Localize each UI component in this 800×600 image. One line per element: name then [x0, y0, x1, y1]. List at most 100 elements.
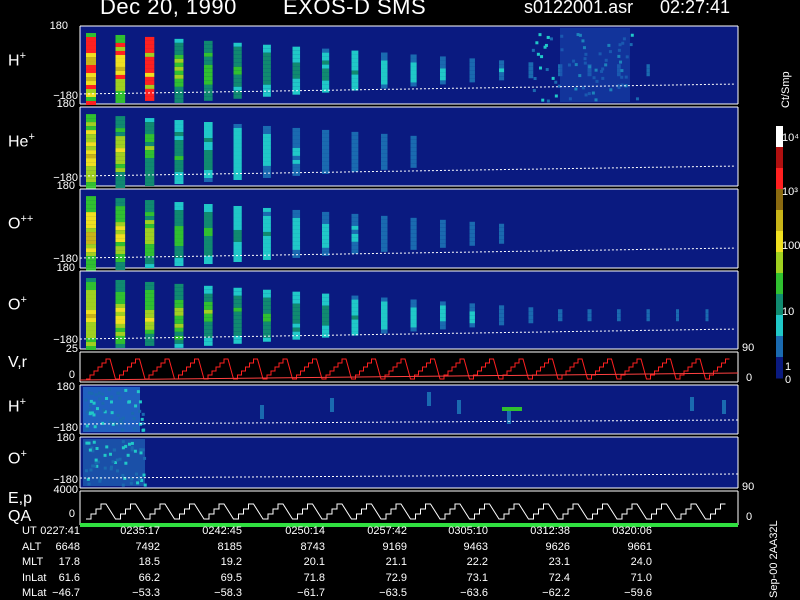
heatmap-cell: [233, 151, 242, 156]
heatmap-cell: [322, 231, 330, 236]
heatmap-cell: [204, 162, 213, 167]
heatmap-cell: [118, 396, 122, 400]
heatmap-cell: [676, 317, 679, 322]
heatmap-cell: [322, 157, 330, 162]
ephemeris-value: −61.7: [297, 587, 325, 599]
heatmap-cell: [410, 54, 417, 59]
heatmap-cell: [121, 440, 125, 444]
heatmap-cell: [292, 323, 301, 328]
heatmap-cell: [132, 417, 136, 421]
heatmap-cell: [587, 313, 592, 318]
heatmap-cell: [233, 221, 242, 226]
colorbar-segment: [776, 126, 783, 148]
ephemeris-label: ALT: [22, 541, 42, 553]
heatmap-cell: [381, 68, 388, 73]
heatmap-cell: [322, 48, 330, 53]
heatmap-cell: [233, 46, 242, 51]
heatmap-cell: [115, 124, 126, 129]
heatmap-cell: [630, 33, 634, 37]
heatmap-cell: [137, 477, 141, 481]
heatmap-cell: [263, 305, 271, 310]
mlat-trace: [79, 473, 739, 479]
heatmap-cell: [705, 313, 709, 318]
heatmap-cell: [292, 74, 301, 79]
heatmap-cell: [533, 76, 537, 80]
heatmap-cell: [351, 66, 359, 71]
heatmap-cell: [292, 147, 301, 152]
heatmap-cell: [351, 74, 359, 79]
colorbar-unit: Ct/Smp: [780, 71, 792, 108]
heatmap-cell: [145, 154, 155, 159]
heatmap-cell: [174, 70, 184, 75]
heatmap-cell: [381, 80, 388, 85]
heatmap-cell: [145, 146, 155, 151]
heatmap-cell: [469, 225, 475, 230]
heatmap-cell: [115, 210, 126, 215]
heatmap-cell: [86, 228, 96, 233]
heatmap-cell: [86, 310, 96, 315]
heatmap-cell: [174, 176, 184, 181]
ephemeris-label: InLat: [22, 572, 47, 584]
heatmap-cell: [86, 122, 96, 127]
heatmap-cell: [263, 129, 271, 134]
heatmap-cell: [116, 391, 120, 395]
heatmap-cell: [381, 317, 388, 322]
heatmap-cell: [233, 217, 242, 222]
ephemeris-value: 9626: [545, 541, 570, 553]
heatmap-cell: [233, 74, 242, 79]
heatmap-cell: [88, 412, 92, 416]
heatmap-cell: [410, 319, 417, 324]
heatmap-cell: [263, 301, 271, 306]
heatmap-cell: [292, 50, 301, 55]
heatmap-cell: [440, 321, 446, 326]
heatmap-cell: [351, 54, 359, 59]
heatmap-cell: [233, 237, 242, 242]
heatmap-cell: [440, 64, 446, 69]
heatmap-cell: [558, 317, 563, 322]
heatmap-cell: [322, 247, 330, 252]
ephemeris-value: 0250:14: [285, 525, 325, 537]
heatmap-cell: [410, 147, 417, 152]
heatmap-cell: [469, 315, 475, 320]
heatmap-cell: [233, 315, 242, 320]
heatmap-cell: [133, 427, 137, 431]
heatmap-cell: [174, 132, 184, 137]
heatmap-cell: [145, 88, 155, 93]
heatmap-cell: [440, 76, 446, 81]
ephemeris-value: −62.2: [542, 587, 570, 599]
heatmap-cell: [528, 74, 534, 79]
y-tick-min: −180: [53, 253, 78, 265]
heatmap-cell: [263, 211, 271, 216]
heatmap-cell: [204, 130, 213, 135]
heatmap-cell: [86, 216, 96, 221]
heatmap-cell: [263, 76, 271, 81]
heatmap-cell: [95, 407, 99, 411]
heatmap-cell: [351, 327, 359, 332]
heatmap-cell: [115, 42, 126, 47]
heatmap-cell: [469, 323, 475, 328]
heatmap-cell: [204, 88, 213, 93]
heatmap-cell: [86, 326, 96, 331]
colorbar-segment: [776, 189, 783, 211]
y-tick-min: −180: [53, 172, 78, 184]
heatmap-cell: [174, 62, 184, 67]
heatmap-cell: [145, 178, 155, 183]
heatmap-cell: [351, 241, 359, 246]
heatmap-cell: [115, 258, 126, 263]
heatmap-cell: [322, 129, 330, 134]
heatmap-cell: [292, 82, 301, 87]
heatmap-cell: [115, 234, 126, 239]
heatmap-cell: [174, 140, 184, 145]
heatmap-cell: [292, 221, 301, 226]
heatmap-cell: [233, 233, 242, 238]
heatmap-cell: [145, 248, 155, 253]
heatmap-cell: [351, 319, 359, 324]
heatmap-cell: [440, 313, 446, 318]
heatmap-cell: [86, 146, 96, 151]
heatmap-cell: [118, 457, 122, 461]
colorbar-segment: [776, 294, 783, 316]
heatmap-cell: [86, 182, 96, 187]
heatmap-cell: [330, 398, 334, 412]
heatmap-cell: [351, 62, 359, 67]
heatmap-cell: [204, 60, 213, 65]
